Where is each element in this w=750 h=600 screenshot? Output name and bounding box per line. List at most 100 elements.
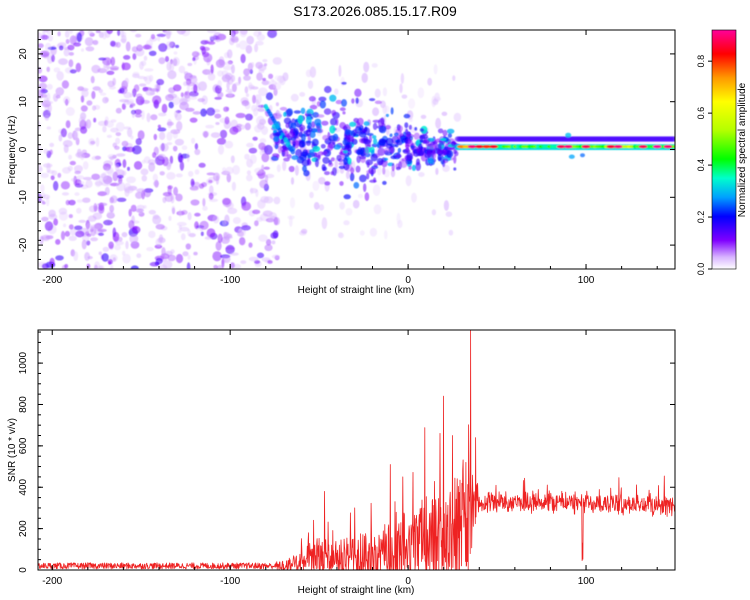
noise-cell (194, 212, 201, 217)
noise-cell (138, 83, 147, 87)
noise-cell (86, 223, 93, 233)
noise-cell (186, 82, 196, 87)
noise-cell (199, 220, 209, 230)
noise-cell (225, 246, 236, 250)
signal-cell (349, 172, 355, 182)
noise-cell (129, 30, 137, 33)
noise-cell (58, 45, 64, 51)
noise-cell (80, 105, 88, 112)
noise-cell (194, 143, 199, 150)
line-bump (568, 154, 575, 159)
noise-cell (239, 237, 246, 246)
signal-cell (391, 162, 395, 172)
noise-cell (157, 124, 161, 129)
noise-cell (40, 93, 48, 98)
noise-cell (49, 142, 55, 148)
noise-cell (142, 44, 152, 50)
signal-cell (283, 157, 290, 162)
noise-cell (225, 166, 234, 175)
noise-cell (175, 44, 180, 49)
noise-cell (68, 214, 73, 219)
signal-cell (378, 118, 385, 128)
noise-cell (135, 138, 142, 146)
noise-cell (136, 44, 143, 52)
colorbar-tick-label: 0.6 (696, 107, 706, 120)
noise-cell (47, 103, 52, 113)
spectrogram-y-tick-label: 20 (18, 48, 29, 60)
snr-series-line[interactable] (38, 330, 675, 570)
haze-cell (384, 105, 390, 113)
noise-cell (226, 80, 230, 90)
noise-cell (122, 250, 126, 256)
noise-cell (120, 38, 126, 43)
noise-cell (97, 191, 107, 197)
haze-cell (363, 61, 370, 73)
haze-cell (400, 73, 405, 84)
noise-cell (81, 48, 84, 52)
haze-cell (427, 77, 433, 86)
signal-cell (314, 118, 322, 127)
haze-cell (386, 127, 390, 136)
haze-cell (289, 197, 296, 209)
noise-cell (193, 181, 200, 188)
noise-cell (225, 106, 230, 111)
noise-cell (78, 219, 86, 223)
noise-cell (98, 57, 107, 61)
snr-y-tick-label: 400 (18, 478, 29, 495)
noise-cell (68, 59, 74, 68)
noise-cell (187, 212, 192, 221)
signal-cell (283, 117, 292, 125)
noise-cell (92, 86, 101, 91)
noise-cell (107, 80, 115, 88)
noise-cell (235, 112, 246, 119)
noise-cell (105, 120, 114, 128)
noise-cell (246, 142, 254, 148)
noise-cell (82, 161, 89, 170)
noise-cell (271, 240, 276, 245)
noise-cell (190, 76, 198, 83)
signal-cell (321, 120, 329, 126)
noise-cell (121, 140, 129, 147)
noise-cell (232, 165, 241, 175)
signal-cell (367, 133, 374, 136)
noise-cell (135, 191, 143, 199)
noise-cell (116, 197, 127, 202)
noise-cell (226, 173, 232, 183)
snr-y-tick-label: 800 (18, 396, 29, 413)
noise-cell (115, 107, 122, 114)
noise-cell (69, 160, 76, 166)
noise-cell (46, 126, 51, 130)
spectrogram-y-tick-label: 10 (18, 96, 29, 108)
noise-cell (110, 264, 114, 269)
noise-cell (140, 60, 147, 66)
haze-cell (313, 202, 320, 210)
haze-cell (443, 200, 449, 211)
signal-cell (399, 159, 408, 168)
noise-cell (178, 225, 182, 230)
noise-cell (98, 251, 103, 256)
line-hotspot (613, 145, 623, 149)
signal-cell (286, 108, 293, 116)
noise-cell (166, 131, 173, 141)
noise-cell (41, 216, 49, 222)
spectrogram-heatmap[interactable] (34, 26, 677, 272)
noise-cell (243, 75, 251, 81)
snr-y-tick-label: 600 (18, 437, 29, 454)
haze-cell (337, 232, 343, 237)
noise-cell (244, 122, 251, 131)
noise-cell (207, 30, 217, 34)
noise-cell (125, 240, 129, 250)
haze-cell (382, 87, 388, 97)
spectrogram-y-ticks: -20 -10 0 10 20 (18, 29, 675, 270)
signal-cell (346, 135, 355, 143)
noise-cell (78, 116, 86, 126)
signal-cell (320, 144, 326, 149)
noise-cell (198, 81, 208, 91)
noise-cell (144, 75, 152, 85)
signal-cell (393, 132, 399, 137)
noise-cell (231, 181, 236, 191)
noise-cell (258, 69, 265, 74)
noise-cell (165, 94, 174, 102)
noise-cell (188, 96, 198, 100)
noise-cell (76, 32, 83, 43)
